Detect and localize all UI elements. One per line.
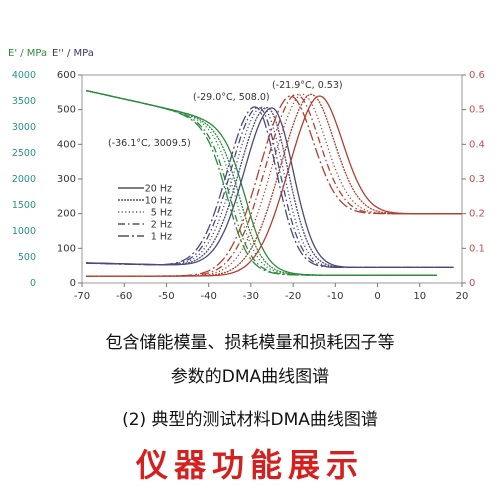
legend-label: 2 Hz bbox=[151, 220, 172, 231]
x-tick-label: -10 bbox=[327, 291, 343, 302]
y-left-inner-tick-label: 500 bbox=[57, 105, 76, 116]
caption-line-2: 参数的DMA曲线图谱 bbox=[170, 367, 330, 387]
y-left-outer-tick-label: 1000 bbox=[12, 226, 36, 237]
y-left-outer-tick-label: 3500 bbox=[12, 96, 36, 107]
plot-frame bbox=[81, 74, 463, 284]
x-tick-label: -40 bbox=[200, 291, 216, 302]
y-right-tick-label: 0.6 bbox=[469, 70, 485, 81]
y-left-outer-tick-label: 2000 bbox=[12, 174, 36, 185]
y-left-inner-tick-label: 600 bbox=[57, 70, 76, 81]
y-left-outer-tick-label: 3000 bbox=[12, 122, 36, 133]
y-left-inner-tick-label: 0 bbox=[70, 278, 76, 289]
legend-label: 1 Hz bbox=[151, 232, 172, 243]
x-tick-label: -70 bbox=[74, 291, 90, 302]
x-tick-label: -60 bbox=[116, 291, 132, 302]
caption-subtitle: (2) 典型的测试材料DMA曲线图谱 bbox=[122, 410, 378, 430]
y-left-inner-tick-label: 100 bbox=[57, 243, 76, 254]
x-tick-label: 10 bbox=[413, 291, 426, 302]
y-left-outer-tick-label: 4000 bbox=[12, 70, 36, 81]
y-left-inner-tick-label: 300 bbox=[57, 174, 76, 185]
e-prime-curve bbox=[86, 89, 437, 276]
y-left-inner-tick-label: 200 bbox=[57, 209, 76, 220]
y-left-outer-tick-label: 500 bbox=[18, 252, 36, 263]
x-tick-label: -50 bbox=[158, 291, 174, 302]
x-tick-label: -20 bbox=[285, 291, 301, 302]
dma-chart: -70 -60 -50 -40 -30 -20 -10 0 10 2005001000150020… bbox=[8, 48, 485, 302]
e-prime-axis-title: E' / MPa bbox=[8, 48, 47, 59]
annotation-e-prime-onset: (-36.1°C, 3009.5) bbox=[108, 138, 191, 149]
e-double-prime-curve bbox=[86, 106, 454, 269]
y-left-outer-tick-label: 0 bbox=[30, 278, 36, 289]
legend-label: 10 Hz bbox=[145, 196, 172, 207]
x-tick-label: 0 bbox=[374, 291, 380, 302]
banner-title: 仪器功能展示 bbox=[135, 446, 364, 484]
x-tick-label: -30 bbox=[243, 291, 259, 302]
y-right-tick-label: 0.2 bbox=[469, 209, 485, 220]
y-right-tick-label: 0 bbox=[469, 278, 475, 289]
y-left-outer-tick-label: 1500 bbox=[12, 200, 36, 211]
legend-label: 5 Hz bbox=[151, 208, 172, 219]
y-left-inner-tick-label: 400 bbox=[57, 139, 76, 150]
y-right-tick-label: 0.5 bbox=[469, 105, 485, 116]
x-tick-label: 20 bbox=[456, 291, 469, 302]
tan-delta-curve bbox=[86, 95, 462, 277]
caption-line-1: 包含储能模量、损耗模量和损耗因子等 bbox=[105, 333, 395, 353]
annotation-tan-delta-peak: (-21.9°C, 0.53) bbox=[272, 80, 343, 91]
annotation-e-double-prime-peak: (-29.0°C, 508.0) bbox=[193, 92, 270, 103]
y-right-tick-label: 0.1 bbox=[469, 243, 485, 254]
y-right-tick-label: 0.4 bbox=[469, 139, 485, 150]
e-prime-curve bbox=[86, 89, 437, 276]
legend-label: 20 Hz bbox=[145, 184, 172, 195]
e-double-prime-axis-title: E'' / MPa bbox=[52, 48, 94, 59]
y-right-tick-label: 0.3 bbox=[469, 174, 485, 185]
y-left-outer-tick-label: 2500 bbox=[12, 148, 36, 159]
